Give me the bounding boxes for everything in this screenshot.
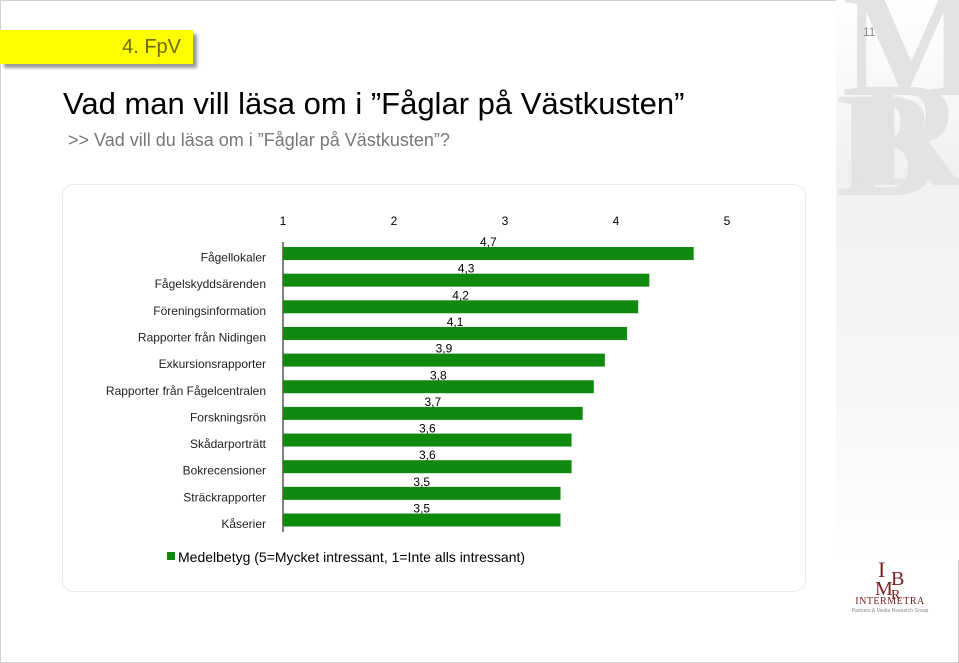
bar <box>283 247 694 260</box>
bar <box>283 326 628 340</box>
data-label: 4,2 <box>452 288 469 302</box>
logo-mark-icon: I M B R <box>875 557 904 600</box>
x-tick-label: 4 <box>613 214 620 228</box>
data-label: 3,5 <box>413 475 430 489</box>
category-label: Föreningsinformation <box>153 304 266 318</box>
bar <box>283 353 605 367</box>
legend-swatch <box>167 552 175 560</box>
category-label: Bokrecensioner <box>183 464 266 478</box>
data-label: 4,3 <box>458 262 475 276</box>
brand-watermark: M B R <box>836 0 959 560</box>
section-tag: 4. FpV <box>0 30 193 64</box>
page-number: 11 <box>863 25 876 39</box>
intermetra-logo: I M B R <box>845 555 935 615</box>
question-subtitle: >> Vad vill du läsa om i ”Fåglar på Väst… <box>68 130 450 150</box>
logo-text: INTERMETRA <box>855 596 925 607</box>
bar <box>283 513 561 527</box>
category-label: Forskningsrön <box>190 410 266 424</box>
data-label: 3,5 <box>413 502 430 516</box>
svg-text:R: R <box>891 588 901 600</box>
data-label: 3,7 <box>425 395 442 409</box>
bar <box>283 406 583 420</box>
bar <box>283 300 639 314</box>
category-label: Sträckrapporter <box>183 490 266 504</box>
category-label: Fågelskyddsärenden <box>155 277 266 291</box>
x-tick-label: 5 <box>724 214 731 228</box>
category-label: Skådarporträtt <box>190 437 267 451</box>
category-label: Exkursionsrapporter <box>159 357 266 371</box>
data-label: 3,9 <box>436 342 453 356</box>
page-title: Vad man vill läsa om i ”Fåglar på Västku… <box>63 86 685 121</box>
x-tick-label: 1 <box>280 214 287 228</box>
logo-subtext: Partners & Media Research Group <box>851 608 929 614</box>
data-label: 4,1 <box>447 315 464 329</box>
category-label: Rapporter från Nidingen <box>138 330 266 344</box>
category-label: Kåserier <box>221 517 266 531</box>
category-label: Rapporter från Fågelcentralen <box>106 384 266 398</box>
bar <box>283 380 594 394</box>
bar <box>283 460 572 474</box>
x-tick-label: 2 <box>391 214 398 228</box>
legend-label: Medelbetyg (5=Mycket intressant, 1=Inte … <box>178 549 525 565</box>
svg-text:B: B <box>891 568 904 590</box>
svg-text:I: I <box>878 557 885 582</box>
category-label: Fågellokaler <box>201 251 266 265</box>
svg-text:M: M <box>875 578 893 600</box>
data-label: 3,6 <box>419 448 436 462</box>
data-label: 3,8 <box>430 368 447 382</box>
data-label: 3,6 <box>419 422 436 436</box>
data-label: 4,7 <box>480 235 497 249</box>
bar <box>283 273 650 287</box>
x-tick-label: 3 <box>502 214 509 228</box>
bar <box>283 433 572 447</box>
bar <box>283 486 561 500</box>
